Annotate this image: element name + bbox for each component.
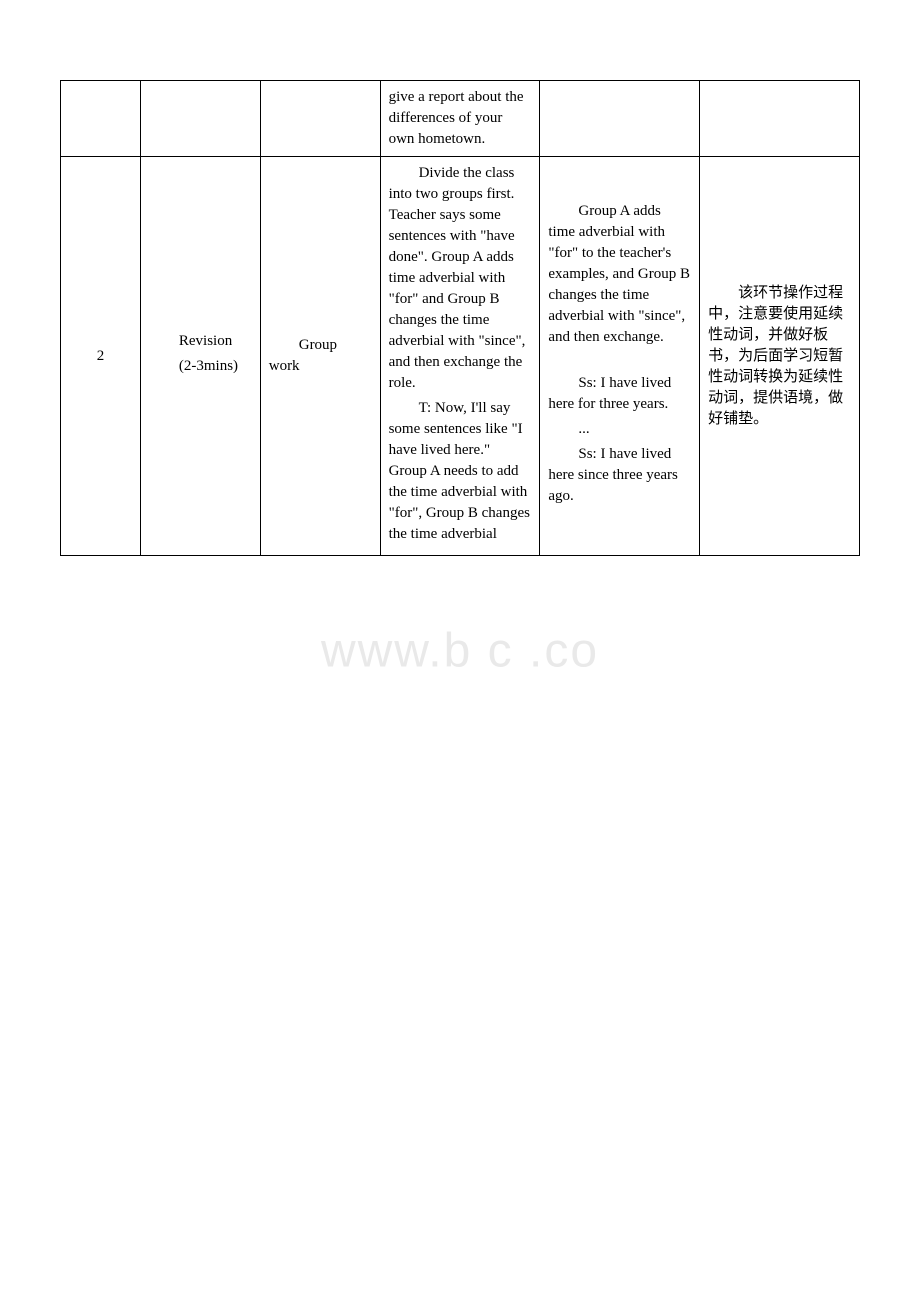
student-activity-p3: ... [548,419,691,440]
watermark-text: www.b c .co [321,624,599,679]
teacher-activity-p1: Divide the class into two groups first. … [389,163,532,394]
student-activity-cell [540,81,700,157]
student-activity-p4: Ss: I have lived here since three years … [548,444,691,507]
student-activity-p2: Ss: I have lived here for three years. [548,373,691,415]
step-number-cell: 2 [61,157,141,556]
stage-cell: Revision (2-3mins) [140,157,260,556]
teacher-activity-cell: give a report about the differences of y… [380,81,540,157]
remarks-cell [700,81,860,157]
lesson-plan-table: give a report about the differences of y… [60,80,860,556]
stage-duration: (2-3mins) [149,356,252,377]
remarks-text: 该环节操作过程中，注意要使用延续性动词，并做好板书，为后面学习短暂性动词转换为延… [708,283,851,430]
remarks-cell: 该环节操作过程中，注意要使用延续性动词，并做好板书，为后面学习短暂性动词转换为延… [700,157,860,556]
student-activity-p1: Group A adds time adverbial with "for" t… [548,201,691,348]
student-activity-cell: Group A adds time adverbial with "for" t… [540,157,700,556]
stage-cell [140,81,260,157]
step-number-cell [61,81,141,157]
table-row: 2 Revision (2-3mins) Group work Divide t… [61,157,860,556]
interaction-cell: Group work [260,157,380,556]
interaction-cell [260,81,380,157]
teacher-activity-p2: T: Now, I'll say some sentences like "I … [389,398,532,545]
teacher-activity-cell: Divide the class into two groups first. … [380,157,540,556]
interaction-type: Group work [269,335,372,377]
table-row: give a report about the differences of y… [61,81,860,157]
stage-name: Revision [149,331,252,352]
